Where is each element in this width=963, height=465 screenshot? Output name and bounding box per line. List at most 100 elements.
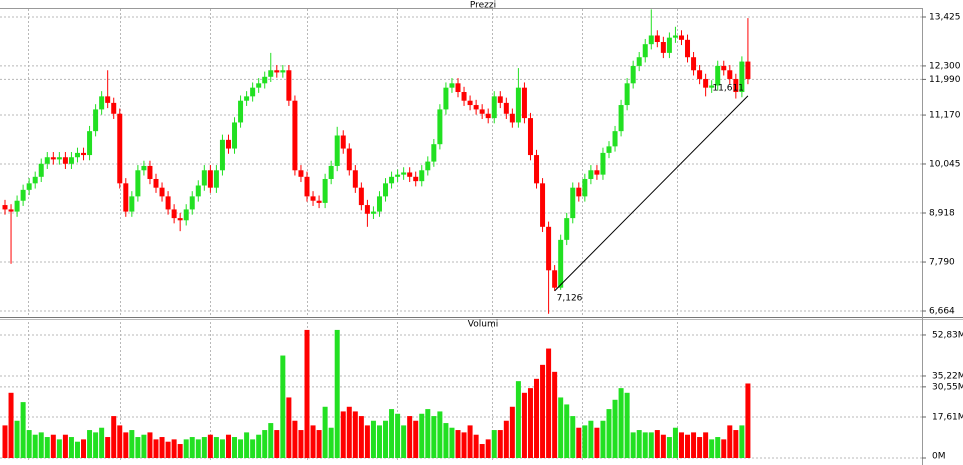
volume-bar (721, 439, 727, 458)
candle-body (147, 165, 153, 179)
volume-bar (407, 416, 413, 458)
volume-bar (395, 413, 401, 458)
candle-body (727, 70, 733, 79)
volume-bar (364, 425, 370, 458)
annotation: 11,611 (712, 83, 744, 93)
candle-body (316, 200, 322, 203)
candle-body (123, 183, 129, 212)
volume-bar (165, 441, 171, 458)
volume-bar (322, 406, 328, 458)
volume-bar (600, 420, 606, 458)
volume-bar (56, 439, 62, 458)
volume-bar (219, 439, 225, 458)
volume-bar (304, 329, 310, 458)
candle-body (250, 87, 256, 97)
candle-body (171, 209, 177, 219)
candle-body (207, 170, 213, 188)
candle-body (395, 174, 401, 177)
candle-body (715, 65, 721, 86)
volume-bar (564, 404, 570, 458)
candle-body (310, 196, 316, 201)
candle-body (2, 205, 8, 210)
candle-body (733, 78, 739, 93)
candle-body (135, 170, 141, 197)
volume-bar (473, 434, 479, 458)
volume-bar (159, 437, 165, 458)
volume-bar (316, 430, 322, 458)
volume-bar (697, 437, 703, 458)
volume-bar (262, 430, 268, 458)
candle-body (304, 176, 310, 197)
y-tick-label: 12,300 (929, 61, 961, 71)
candle-body (177, 218, 183, 221)
candle-body (425, 161, 431, 171)
volume-bar (268, 423, 274, 458)
candle-body (600, 152, 606, 175)
candle-body (527, 118, 533, 156)
volume-bar (594, 427, 600, 458)
candle-body (195, 185, 201, 197)
volume-bar (503, 420, 509, 458)
y-tick-label: 6,664 (929, 306, 955, 316)
candle-body (564, 218, 570, 240)
volume-bar (310, 425, 316, 458)
candle-body (709, 85, 715, 88)
candle-body (153, 178, 159, 188)
volume-bar (183, 439, 189, 458)
volume-bar (624, 392, 630, 458)
candle-body (26, 183, 32, 190)
candle-body (467, 100, 473, 106)
volume-bar (20, 402, 26, 458)
candle-body (201, 170, 207, 186)
volume-bar (8, 392, 14, 458)
volume-bar (2, 425, 8, 458)
volume-bar (709, 439, 715, 458)
volume-bar (715, 437, 721, 458)
volume-bar (515, 381, 521, 458)
candle-body (225, 139, 231, 149)
volume-bar (745, 383, 751, 458)
candle-body (189, 196, 195, 210)
candle-body (38, 163, 44, 177)
candle-body (213, 170, 219, 188)
volume-bar (485, 439, 491, 458)
volume-bar (618, 388, 624, 458)
volume-bar (292, 420, 298, 458)
candle-body (232, 122, 238, 149)
y2-tick-label: 30,55M (932, 382, 963, 392)
volume-bar (358, 416, 364, 458)
candle-body (515, 87, 521, 123)
candle-body (431, 144, 437, 162)
volume-bar (26, 430, 32, 458)
volume-bar (81, 439, 87, 458)
volume-bar (685, 434, 691, 458)
volume-bar (232, 437, 238, 458)
volume-bar (111, 416, 117, 458)
volume-bar (546, 348, 552, 458)
y2-tick-label: 35,22M (932, 371, 963, 381)
candle-body (630, 65, 636, 84)
candle-body (141, 165, 147, 171)
candle-body (443, 87, 449, 110)
volume-bar (431, 416, 437, 458)
volume-bar (68, 437, 74, 458)
candle-body (413, 176, 419, 182)
candle-body (383, 183, 389, 197)
candle-body (56, 157, 62, 160)
candle-body (491, 96, 497, 119)
candle-body (81, 152, 87, 156)
volume-bar (352, 411, 358, 458)
candle-body (407, 172, 413, 177)
candle-body (509, 113, 515, 123)
volume-bar (87, 430, 93, 458)
volume-bar (654, 430, 660, 458)
candle-body (8, 209, 14, 212)
volume-bar (467, 425, 473, 458)
candle-body (280, 70, 286, 73)
volume-bar (461, 432, 467, 458)
volume-bar (703, 432, 709, 458)
volume-bar (660, 434, 666, 458)
